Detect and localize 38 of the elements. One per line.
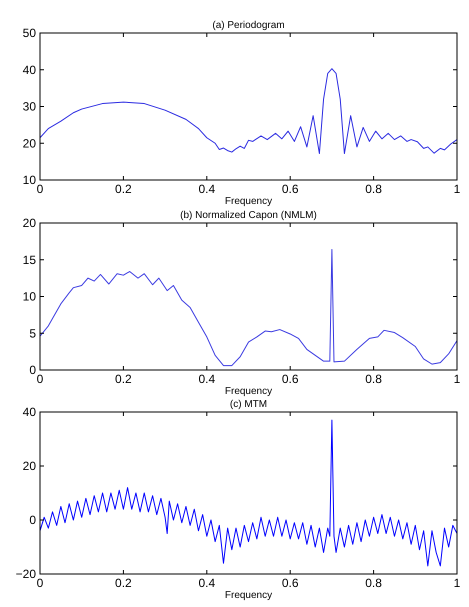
chart-title: (a) Periodogram bbox=[212, 20, 285, 31]
y-tick-label: 30 bbox=[22, 100, 36, 114]
x-tick-label: 0.2 bbox=[115, 372, 132, 386]
y-tick-label: 5 bbox=[29, 326, 36, 340]
x-tick-label: 0.6 bbox=[282, 182, 299, 196]
y-tick-label: 20 bbox=[22, 136, 36, 150]
y-tick-label: 20 bbox=[22, 459, 36, 473]
y-tick-label: 10 bbox=[22, 173, 36, 187]
x-tick-label: 0.8 bbox=[365, 182, 382, 196]
x-tick-label: 0.8 bbox=[365, 372, 382, 386]
x-tick-label: 0.4 bbox=[198, 182, 216, 196]
x-tick-label: 1 bbox=[454, 372, 461, 386]
x-tick-label: 0.8 bbox=[365, 576, 382, 590]
x-tick-label: 0.6 bbox=[282, 372, 299, 386]
x-tick-label: 1 bbox=[454, 182, 461, 196]
x-tick-label: 0.4 bbox=[198, 372, 216, 386]
y-tick-label: 20 bbox=[22, 216, 36, 230]
y-tick-label: 40 bbox=[22, 405, 36, 419]
line-series bbox=[40, 248, 458, 366]
y-tick-label: 0 bbox=[29, 513, 36, 527]
y-tick-label: 10 bbox=[22, 290, 36, 304]
x-tick-label: 1 bbox=[454, 576, 461, 590]
y-tick-label: 15 bbox=[22, 252, 36, 267]
x-axis-title: Frequency bbox=[224, 590, 272, 601]
x-tick-label: 0.4 bbox=[198, 576, 216, 590]
x-tick-label: 0.2 bbox=[115, 576, 132, 590]
chart-title: (b) Normalized Capon (NMLM) bbox=[180, 210, 317, 221]
x-tick-label: 0.6 bbox=[282, 576, 299, 590]
x-axis-title: Frequency bbox=[224, 196, 272, 207]
line-series bbox=[40, 68, 458, 154]
x-axis-title: Frequency bbox=[224, 386, 272, 397]
chart-title: (c) MTM bbox=[230, 399, 268, 410]
y-tick-label: 40 bbox=[22, 62, 36, 77]
x-tick-label: 0.2 bbox=[115, 182, 132, 196]
y-tick-label: −20 bbox=[16, 567, 36, 581]
line-series bbox=[40, 420, 458, 566]
y-tick-label: 50 bbox=[22, 26, 36, 40]
y-tick-label: 0 bbox=[29, 363, 36, 377]
